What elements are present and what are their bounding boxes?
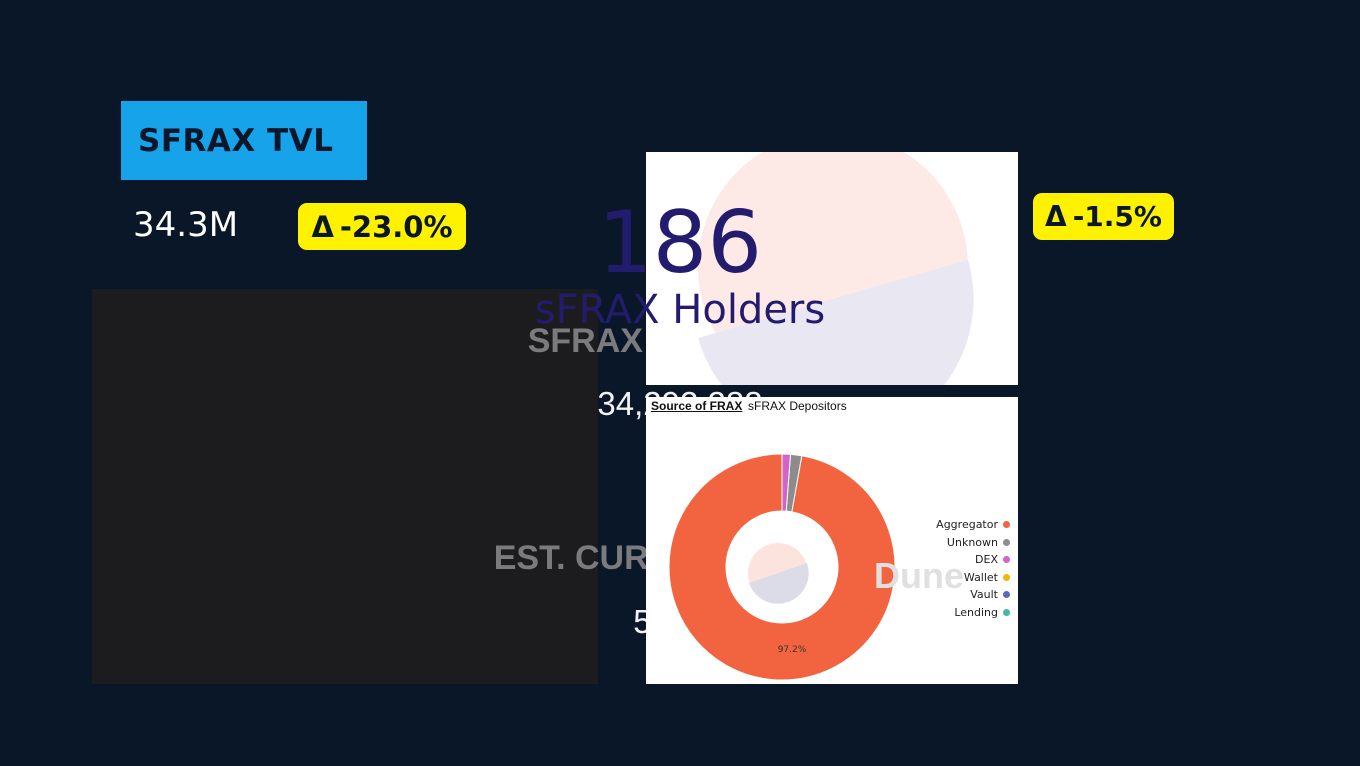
legend-item-lending[interactable]: Lending — [936, 604, 1010, 622]
legend-label: Wallet — [963, 570, 998, 584]
delta-icon: Δ — [1045, 200, 1067, 233]
legend-swatch — [1003, 556, 1010, 564]
holders-background-pie — [698, 152, 974, 385]
legend-swatch — [1003, 538, 1010, 546]
legend-swatch — [1003, 608, 1010, 616]
holders-count: 186 — [597, 193, 763, 293]
legend-swatch — [1003, 591, 1010, 599]
data-label-aggregator: 97.2% — [778, 645, 807, 655]
legend-item-vault[interactable]: Vault — [936, 586, 1010, 604]
donut-chart: Dune 97.2% — [668, 453, 964, 681]
donut-center-logo — [748, 543, 809, 604]
legend-item-wallet[interactable]: Wallet — [936, 569, 1010, 587]
legend-swatch — [1003, 521, 1010, 529]
tvl-value: 34.3M — [133, 205, 239, 245]
holders-label: sFRAX Holders — [534, 287, 826, 333]
dune-chart-card: Source of FRAX sFRAX Depositors Dune 97.… — [646, 397, 1018, 684]
title-banner: SFRAX TVL — [121, 101, 367, 180]
page-title: SFRAX TVL — [138, 122, 334, 159]
tab-source-of-frax[interactable]: Source of FRAX — [651, 399, 743, 413]
delta-icon: Δ — [311, 209, 334, 244]
legend-item-unknown[interactable]: Unknown — [936, 534, 1010, 552]
stats-panel — [92, 289, 598, 684]
legend-label: Vault — [970, 588, 998, 602]
tvl-delta-badge: Δ -23.0% — [298, 203, 466, 250]
legend-item-aggregator[interactable]: Aggregator — [936, 516, 1010, 534]
holders-delta-badge: Δ -1.5% — [1033, 193, 1174, 240]
donut-slice-dex[interactable] — [781, 453, 792, 512]
legend-label: Aggregator — [936, 518, 998, 532]
donut-slice-aggregator[interactable] — [668, 453, 896, 681]
tab-sfrax-depositors[interactable]: sFRAX Depositors — [748, 399, 847, 413]
chart-legend: Aggregator Unknown DEX Wallet Vault Lending — [936, 516, 1010, 621]
legend-label: DEX — [975, 553, 998, 567]
dune-watermark: Dune — [874, 555, 964, 596]
holders-card — [646, 152, 1018, 385]
legend-item-dex[interactable]: DEX — [936, 551, 1010, 569]
legend-label: Lending — [954, 605, 998, 619]
legend-swatch — [1003, 573, 1010, 581]
holders-delta-value: -1.5% — [1072, 200, 1162, 233]
legend-label: Unknown — [946, 535, 998, 549]
tvl-delta-value: -23.0% — [339, 209, 453, 244]
